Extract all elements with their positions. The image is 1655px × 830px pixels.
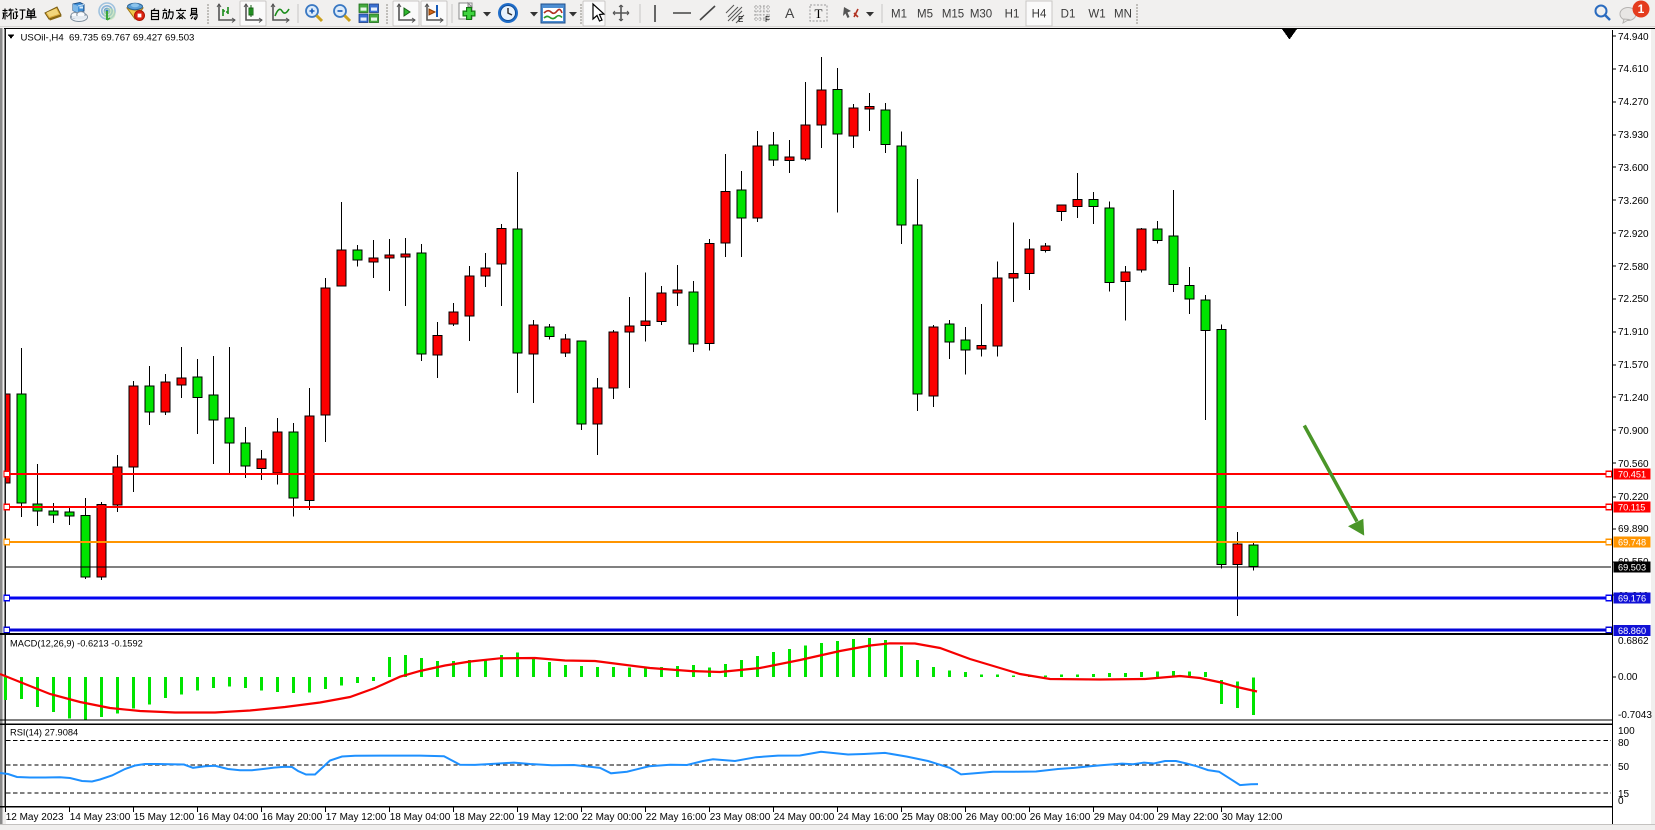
svg-text:24 May 00:00: 24 May 00:00	[774, 812, 835, 823]
svg-text:H1: H1	[1005, 9, 1020, 21]
svg-text:M1: M1	[891, 9, 907, 21]
svg-text:73.600: 73.600	[1618, 163, 1649, 174]
svg-text:73.260: 73.260	[1618, 196, 1649, 207]
svg-text:MACD(12,26,9) -0.6213 -0.1592: MACD(12,26,9) -0.6213 -0.1592	[10, 639, 143, 649]
svg-text:23 May 08:00: 23 May 08:00	[710, 812, 771, 823]
svg-text:74.610: 74.610	[1618, 64, 1649, 75]
svg-text:24 May 16:00: 24 May 16:00	[838, 812, 899, 823]
svg-text:14 May 23:00: 14 May 23:00	[70, 812, 131, 823]
svg-text:70.900: 70.900	[1618, 426, 1649, 437]
svg-text:15: 15	[1618, 789, 1630, 800]
svg-text:RSI(14) 27.9084: RSI(14) 27.9084	[10, 728, 78, 738]
svg-text:50: 50	[1618, 762, 1630, 773]
svg-text:W1: W1	[1088, 9, 1105, 21]
svg-text:71.910: 71.910	[1618, 327, 1649, 338]
svg-text:M30: M30	[970, 9, 992, 21]
svg-text:H4: H4	[1032, 9, 1047, 21]
svg-text:70.451: 70.451	[1618, 470, 1646, 480]
svg-text:68.860: 68.860	[1618, 626, 1646, 636]
svg-text:0.6862: 0.6862	[1618, 636, 1649, 647]
svg-text:69.176: 69.176	[1618, 594, 1646, 604]
svg-text:16 May 20:00: 16 May 20:00	[262, 812, 323, 823]
svg-text:69.503: 69.503	[1618, 563, 1646, 573]
svg-text:70.115: 70.115	[1618, 503, 1645, 513]
svg-text:1: 1	[1638, 2, 1645, 16]
svg-text:69.748: 69.748	[1618, 538, 1646, 548]
svg-text:70.560: 70.560	[1618, 459, 1649, 470]
svg-text:22 May 16:00: 22 May 16:00	[646, 812, 707, 823]
svg-text:71.240: 71.240	[1618, 393, 1649, 404]
svg-text:12 May 2023: 12 May 2023	[6, 812, 64, 823]
svg-text:M5: M5	[917, 9, 933, 21]
svg-text:100: 100	[1618, 726, 1635, 737]
svg-text:18 May 04:00: 18 May 04:00	[390, 812, 451, 823]
svg-text:16 May 04:00: 16 May 04:00	[198, 812, 259, 823]
svg-text:0.00: 0.00	[1618, 672, 1638, 683]
svg-text:A: A	[785, 5, 795, 21]
svg-text:74.270: 74.270	[1618, 97, 1649, 108]
svg-text:70.220: 70.220	[1618, 492, 1649, 503]
svg-text:15 May 12:00: 15 May 12:00	[134, 812, 195, 823]
svg-text:F: F	[765, 15, 770, 24]
svg-text:19 May 12:00: 19 May 12:00	[518, 812, 579, 823]
svg-text:74.940: 74.940	[1618, 32, 1649, 43]
svg-text:0: 0	[1618, 796, 1624, 807]
svg-text:D1: D1	[1061, 9, 1076, 21]
svg-text:30 May 12:00: 30 May 12:00	[1222, 812, 1283, 823]
svg-text:29 May 22:00: 29 May 22:00	[1158, 812, 1219, 823]
svg-text:17 May 12:00: 17 May 12:00	[326, 812, 387, 823]
svg-text:25 May 08:00: 25 May 08:00	[902, 812, 963, 823]
svg-text:E: E	[738, 15, 743, 24]
svg-text:T: T	[815, 6, 823, 21]
svg-text:26 May 00:00: 26 May 00:00	[966, 812, 1027, 823]
svg-text:80: 80	[1618, 738, 1630, 749]
svg-text:69.890: 69.890	[1618, 524, 1649, 535]
svg-text:18 May 22:00: 18 May 22:00	[454, 812, 515, 823]
svg-text:73.930: 73.930	[1618, 130, 1649, 141]
svg-text:MN: MN	[1114, 9, 1132, 21]
svg-text:M15: M15	[942, 9, 964, 21]
svg-text:72.920: 72.920	[1618, 229, 1649, 240]
svg-text:72.580: 72.580	[1618, 262, 1649, 273]
svg-text:USOil-,H4 69.735 69.767 69.42: USOil-,H4 69.735 69.767 69.427 69.503	[21, 32, 195, 43]
svg-text:72.250: 72.250	[1618, 294, 1649, 305]
svg-text:71.570: 71.570	[1618, 360, 1649, 371]
svg-text:22 May 00:00: 22 May 00:00	[582, 812, 643, 823]
svg-text:-0.7043: -0.7043	[1618, 710, 1652, 721]
svg-text:29 May 04:00: 29 May 04:00	[1094, 812, 1155, 823]
svg-text:26 May 16:00: 26 May 16:00	[1030, 812, 1091, 823]
